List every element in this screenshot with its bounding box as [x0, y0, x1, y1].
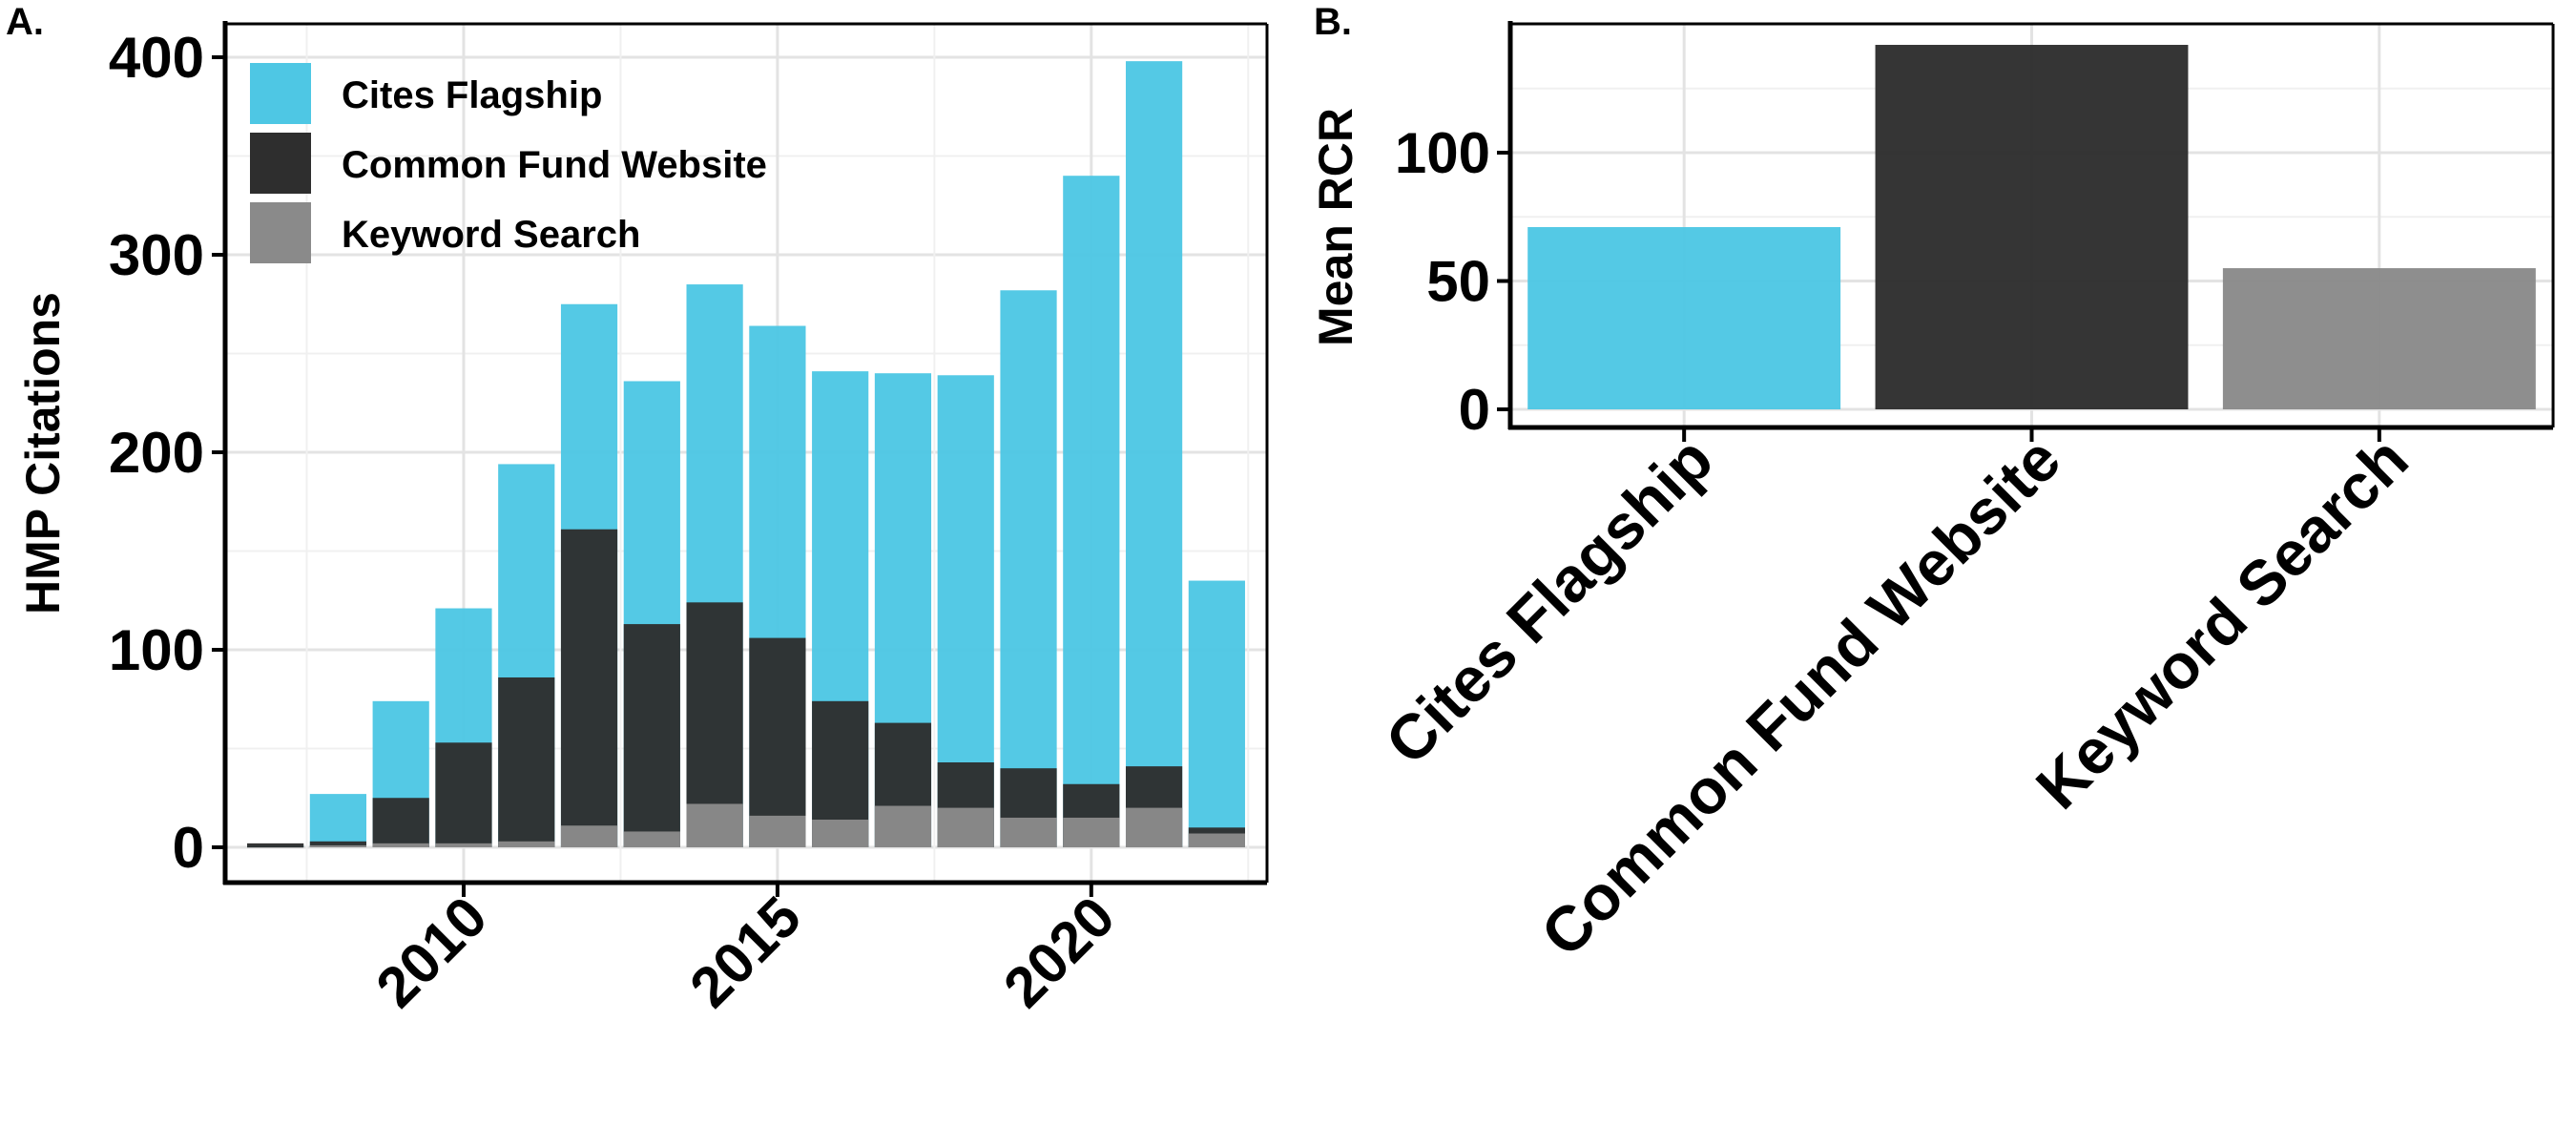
bar-keyword-search-2008 [309, 844, 367, 847]
legend-label-keyword-search: Keyword Search [342, 214, 640, 256]
legend-key-common-fund-website [250, 133, 311, 194]
x-tick-label: 2020 [991, 885, 1127, 1020]
panel-b-y-ticks: 0 50 100 [1395, 121, 1510, 442]
bar-keyword-search-2017 [874, 805, 932, 847]
y-tick-label: 100 [109, 618, 204, 682]
panel-a-x-ticks: 2010 2015 2020 [364, 883, 1127, 1020]
y-tick-label: 400 [109, 26, 204, 90]
x-tick-label: 2015 [677, 885, 813, 1020]
bar-keyword-search-2009 [372, 843, 429, 847]
bar-common-fund-website-2013 [623, 624, 680, 847]
bar-cites-flagship-2008 [309, 794, 367, 847]
bar-common-fund-website-2012 [560, 529, 618, 847]
y-tick-label: 100 [1395, 121, 1490, 185]
y-tick-label: 200 [109, 421, 204, 485]
bar-keyword-search-2015 [749, 815, 806, 847]
bar-common-fund-website-2008 [309, 841, 367, 847]
bar-common-fund-website [1875, 45, 2189, 410]
legend-key-keyword-search [250, 202, 311, 263]
bar-common-fund-website-2009 [372, 798, 429, 847]
y-tick-label: 50 [1426, 250, 1490, 314]
bar-keyword-search-2010 [435, 843, 492, 847]
panel-a-legend: Cites Flagship Common Fund Website Keyword… [250, 63, 767, 263]
legend-key-cites-flagship [250, 63, 311, 124]
bar-keyword-search-2021 [1125, 807, 1183, 847]
y-tick-label: 300 [109, 223, 204, 287]
bar-keyword-search-2020 [1063, 817, 1120, 847]
bar-keyword-search-2011 [498, 841, 555, 847]
bar-common-fund-website-2015 [749, 637, 806, 847]
x-tick-label-keyword-search: Keyword Search [2023, 424, 2421, 822]
bar-cites-flagship-2021 [1125, 61, 1183, 847]
panel-a-letter: A. [6, 1, 44, 43]
bar-common-fund-website-2011 [498, 677, 555, 847]
bar-common-fund-website-2007 [247, 843, 304, 847]
bar-common-fund-website-2010 [435, 742, 492, 847]
panel-a: A. 0 100 200 300 400 2010 2015 2020 HMP Citati… [6, 1, 1269, 1020]
bar-keyword-search [2222, 268, 2536, 409]
bar-keyword-search-2014 [686, 803, 743, 847]
y-tick-label: 0 [1459, 378, 1490, 442]
legend-label-common-fund-website: Common Fund Website [342, 144, 767, 186]
bar-keyword-search-2007 [247, 847, 304, 848]
bar-cites-flagship-2019 [1000, 290, 1057, 847]
bar-cites-flagship [1527, 227, 1841, 409]
x-tick-label: 2010 [364, 885, 499, 1020]
legend-label-cites-flagship: Cites Flagship [342, 74, 602, 116]
bar-keyword-search-2018 [937, 807, 994, 847]
bar-keyword-search-2013 [623, 831, 680, 847]
bar-cites-flagship-2022 [1188, 580, 1245, 847]
bar-keyword-search-2016 [812, 820, 869, 847]
panel-b-y-axis-title: Mean RCR [1309, 108, 1362, 346]
panel-a-y-axis-title: HMP Citations [16, 292, 70, 614]
y-tick-label: 0 [173, 816, 204, 880]
panel-a-bars [247, 61, 1245, 848]
bar-keyword-search-2012 [560, 825, 618, 847]
series-keyword-search [247, 803, 1245, 848]
panel-a-y-ticks: 0 100 200 300 400 [109, 26, 225, 880]
x-tick-label-cites-flagship: Cites Flagship [1372, 424, 1726, 778]
bar-keyword-search-2022 [1188, 833, 1245, 847]
bar-cites-flagship-2020 [1063, 176, 1120, 847]
bar-keyword-search-2019 [1000, 817, 1057, 847]
panel-b-letter: B. [1314, 1, 1352, 43]
panel-b-bars [1527, 45, 2536, 410]
